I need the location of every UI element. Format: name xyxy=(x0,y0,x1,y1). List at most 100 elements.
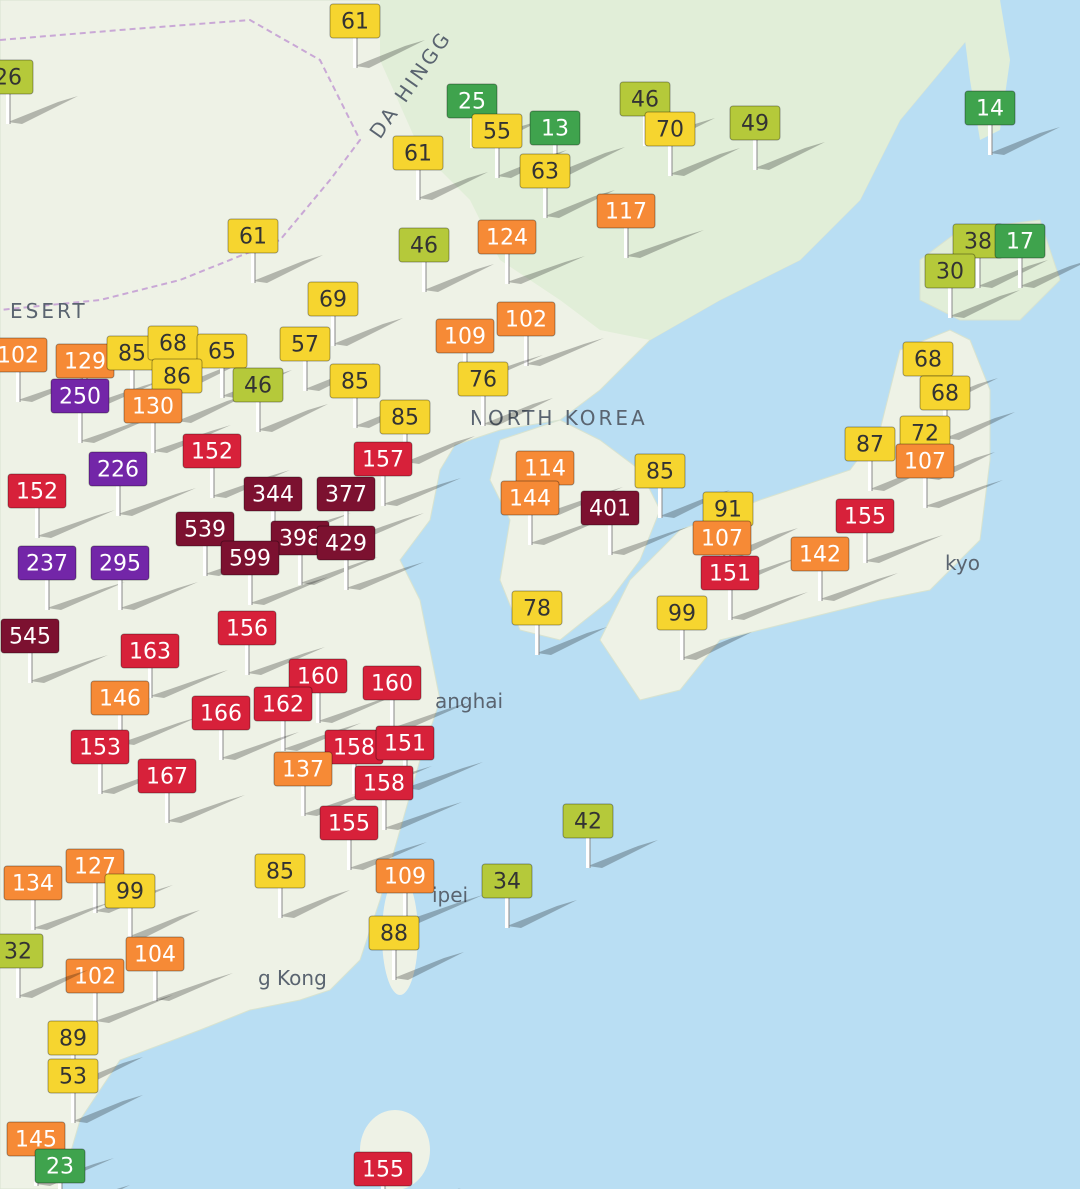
marker-value: 30 xyxy=(936,260,964,285)
marker-box xyxy=(329,363,381,399)
marker-value: 145 xyxy=(15,1128,57,1153)
aqi-marker: 26 xyxy=(0,59,78,124)
marker-box xyxy=(0,618,60,654)
marker-shadow xyxy=(978,260,1048,288)
aqi-marker: 13 xyxy=(529,110,625,175)
marker-value: 25 xyxy=(458,90,486,115)
marker-box xyxy=(70,729,130,765)
marker-shadow xyxy=(118,488,196,516)
marker-shadow xyxy=(730,592,808,620)
marker-box xyxy=(375,725,435,761)
marker-shadow xyxy=(405,895,483,923)
marker-box xyxy=(496,301,556,337)
marker-shadow xyxy=(483,398,553,426)
marker-box xyxy=(790,536,850,572)
marker-box xyxy=(3,865,63,901)
marker-shadow xyxy=(73,1095,143,1123)
aqi-marker: 155 xyxy=(319,805,427,870)
aqi-marker: 401 xyxy=(580,490,688,555)
marker-value: 85 xyxy=(266,860,294,885)
marker-box xyxy=(457,361,509,397)
place-label: anghai xyxy=(435,689,503,713)
marker-value: 102 xyxy=(74,965,116,990)
marker-shadow xyxy=(626,230,704,258)
marker-value: 167 xyxy=(146,765,188,790)
marker-shadow xyxy=(537,627,607,655)
marker-value: 69 xyxy=(319,288,347,313)
marker-box xyxy=(580,490,640,526)
marker-value: 130 xyxy=(132,395,174,420)
marker-value: 32 xyxy=(4,940,32,965)
marker-box xyxy=(919,375,971,411)
marker-shadow xyxy=(990,127,1060,155)
marker-value: 295 xyxy=(99,552,141,577)
aqi-marker: 167 xyxy=(137,758,245,823)
marker-shadow xyxy=(346,562,424,590)
aqi-marker: 85 xyxy=(379,399,475,464)
marker-box xyxy=(392,135,444,171)
marker-value: 226 xyxy=(97,458,139,483)
marker-shadow xyxy=(925,480,1003,508)
marker-box xyxy=(273,751,333,787)
marker-value: 72 xyxy=(911,422,939,447)
aqi-marker: 109 xyxy=(375,858,483,923)
marker-value: 61 xyxy=(341,10,369,35)
aqi-marker: 61 xyxy=(392,135,488,200)
aqi-marker: 429 xyxy=(316,525,424,590)
aqi-marker: 155 xyxy=(353,1151,461,1189)
aqi-marker: 49 xyxy=(729,105,825,170)
aqi-marker: 237 xyxy=(17,545,125,610)
marker-box xyxy=(307,281,359,317)
marker-value: 166 xyxy=(200,702,242,727)
marker-box xyxy=(353,1151,413,1187)
marker-value: 152 xyxy=(16,480,58,505)
marker-value: 237 xyxy=(26,552,68,577)
marker-box xyxy=(196,333,248,369)
marker-value: 86 xyxy=(163,365,191,390)
marker-shadow xyxy=(405,436,475,464)
aqi-marker: 151 xyxy=(375,725,483,790)
aqi-marker: 34 xyxy=(481,863,577,928)
aqi-marker: 42 xyxy=(562,803,658,868)
marker-box xyxy=(175,511,235,547)
marker-box xyxy=(319,805,379,841)
marker-box xyxy=(137,758,197,794)
aqi-marker: 151 xyxy=(700,555,808,620)
aqi-marker: 134 xyxy=(3,865,111,930)
place-label: kyo xyxy=(945,551,980,575)
marker-box xyxy=(362,665,422,701)
marker-value: 151 xyxy=(384,732,426,757)
markers: 61 26 25 13 46 70 49 14 55 61 63 117 61 46 124 38 17 30 69… xyxy=(0,3,1080,1189)
marker-value: 55 xyxy=(483,120,511,145)
aqi-marker: 152 xyxy=(7,473,115,538)
marker-value: 545 xyxy=(9,625,51,650)
marker-box xyxy=(65,958,125,994)
marker-shadow xyxy=(950,290,1020,318)
aqi-marker: 107 xyxy=(895,443,1003,508)
marker-value: 137 xyxy=(282,758,324,783)
marker-shadow xyxy=(247,647,325,675)
marker-value: 155 xyxy=(362,1158,404,1183)
marker-value: 155 xyxy=(844,505,886,530)
marker-value: 46 xyxy=(410,234,438,259)
marker-box xyxy=(379,399,431,435)
marker-value: 42 xyxy=(574,810,602,835)
marker-shadow xyxy=(755,142,825,170)
aqi-marker: 99 xyxy=(656,595,752,660)
marker-value: 23 xyxy=(46,1155,74,1180)
place-label: ESERT xyxy=(10,299,88,323)
aqi-marker: 545 xyxy=(0,618,108,683)
marker-value: 70 xyxy=(656,118,684,143)
marker-value: 87 xyxy=(856,433,884,458)
marker-shadow xyxy=(120,717,198,745)
marker-box xyxy=(288,658,348,694)
aqi-marker: 23 xyxy=(34,1148,130,1189)
aqi-marker: 70 xyxy=(644,111,740,176)
marker-value: 250 xyxy=(59,385,101,410)
marker-value: 53 xyxy=(59,1065,87,1090)
aqi-marker: 76 xyxy=(457,361,553,426)
aqi-marker: 160 xyxy=(288,658,396,723)
aqi-marker: 295 xyxy=(90,545,198,610)
marker-shadow xyxy=(670,148,740,176)
marker-value: 99 xyxy=(116,880,144,905)
